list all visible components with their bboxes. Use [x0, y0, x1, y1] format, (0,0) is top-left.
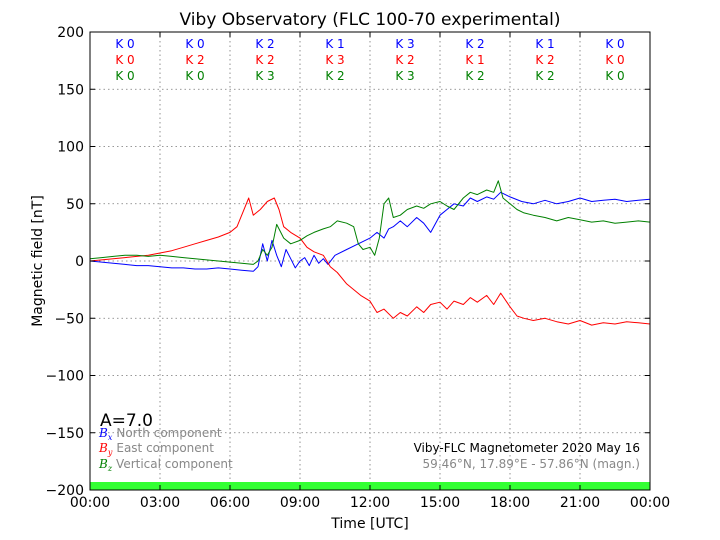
k-index-label: K 3 — [395, 69, 414, 83]
k-index-label: K 2 — [535, 69, 554, 83]
y-tick-label: 50 — [66, 197, 84, 213]
a-index-label: A=7.0 — [100, 411, 153, 431]
k-index-label: K 0 — [115, 53, 134, 67]
k-index-label: K 0 — [605, 69, 624, 83]
k-index-label: K 0 — [115, 69, 134, 83]
k-index-label: K 0 — [185, 69, 204, 83]
y-axis-label: Magnetic field [nT] — [30, 195, 46, 327]
info-coordinates: 59.46°N, 17.89°E - 57.86°N (magn.) — [423, 457, 640, 471]
legend: Bx North component By East component Bz Ver… — [98, 426, 233, 473]
info-magnetometer-date: Viby-FLC Magnetometer 2020 May 16 — [414, 441, 640, 455]
y-tick-label: 200 — [57, 25, 84, 41]
k-index-label: K 1 — [535, 37, 554, 51]
k-index-label: K 0 — [185, 37, 204, 51]
k-index-label: K 3 — [255, 69, 274, 83]
k-index-label: K 2 — [185, 53, 204, 67]
series-line-east — [89, 197, 651, 326]
k-index-label: K 3 — [325, 53, 344, 67]
k-index-label: K 2 — [465, 37, 484, 51]
x-tick-label: 06:00 — [210, 495, 250, 511]
x-tick-label: 21:00 — [560, 495, 600, 511]
x-tick-label: 03:00 — [140, 495, 180, 511]
x-tick-label: 15:00 — [420, 495, 460, 511]
x-tick-label: 00:00 — [70, 495, 110, 511]
y-tick-label: 150 — [57, 82, 84, 98]
k-index-label: K 2 — [465, 69, 484, 83]
k-index-label: K 2 — [325, 69, 344, 83]
k-index-label: K 0 — [605, 37, 624, 51]
legend-entry-vertical: Bz Vertical component — [98, 457, 233, 473]
k-index-label: K 0 — [115, 37, 134, 51]
y-tick-label: −50 — [54, 311, 84, 327]
x-tick-label: 09:00 — [280, 495, 320, 511]
x-axis-label: Time [UTC] — [330, 516, 408, 532]
k-index-label: K 1 — [465, 53, 484, 67]
k-index-label: K 3 — [395, 37, 414, 51]
y-tick-label: 100 — [57, 140, 84, 156]
k-index-label: K 1 — [325, 37, 344, 51]
k-index-label: K 0 — [605, 53, 624, 67]
series-line-north — [89, 191, 651, 272]
k-index-label: K 2 — [395, 53, 414, 67]
k-index-label: K 2 — [535, 53, 554, 67]
axis-ticks: 00:00 03:00 06:00 09:00 12:00 15:00 18:00 21:00… — [46, 25, 671, 511]
k-index-label: K 2 — [255, 37, 274, 51]
series-line-vertical — [89, 180, 651, 265]
y-tick-label: −100 — [46, 369, 84, 385]
y-tick-label: −150 — [46, 426, 84, 442]
x-tick-label: 12:00 — [350, 495, 390, 511]
series-lines — [89, 180, 651, 326]
k-index-table: K 0 K 0 K 2 K 1 K 3 K 2 K 1 K 0 K 0 K 2 K 2 K 3 K 2 K… — [115, 37, 624, 83]
y-tick-label: 0 — [75, 254, 84, 270]
x-tick-label: 18:00 — [490, 495, 530, 511]
legend-entry-east: By East component — [98, 441, 214, 457]
legend-entry-north: Bx North component — [98, 426, 222, 442]
x-tick-label: 00:00 — [630, 495, 670, 511]
k-index-label: K 2 — [255, 53, 274, 67]
y-tick-label: −200 — [46, 483, 84, 499]
grid — [90, 32, 650, 490]
chart-title: Viby Observatory (FLC 100-70 experimenta… — [180, 10, 561, 30]
